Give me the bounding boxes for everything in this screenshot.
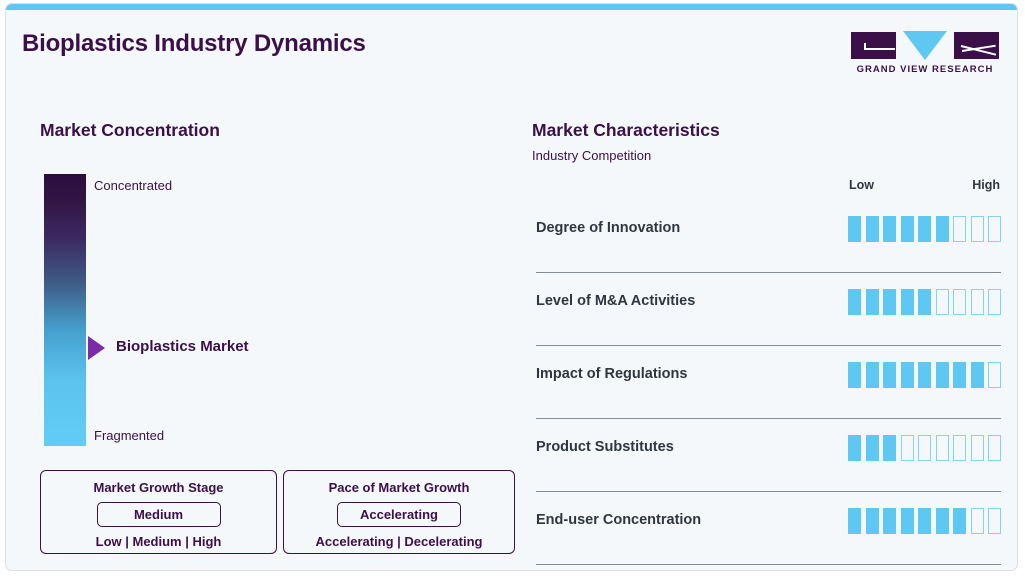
characteristic-meter	[848, 362, 1001, 388]
market-concentration-title: Market Concentration	[40, 120, 220, 140]
scale-bottom-label: Fragmented	[94, 428, 165, 443]
meter-segment-empty	[970, 289, 984, 315]
meter-segment-filled	[935, 216, 949, 242]
meter-segment-filled	[865, 435, 879, 461]
logo-text: GRAND VIEW RESEARCH	[856, 64, 994, 75]
meter-segment-empty	[953, 289, 966, 315]
characteristic-meter	[848, 289, 1001, 315]
infographic-card: Bioplastics Industry Dynamics GRAND VIEW…	[5, 3, 1018, 571]
meter-segment-empty	[988, 362, 1001, 388]
meter-segment-filled	[953, 362, 966, 388]
page-title: Bioplastics Industry Dynamics	[22, 30, 366, 57]
meter-segment-filled	[918, 508, 931, 534]
meter-segment-filled	[865, 508, 879, 534]
market-growth-stage-heading: Market Growth Stage	[93, 480, 224, 495]
characteristic-meter	[848, 435, 1001, 461]
characteristic-row: Level of M&A Activities	[536, 273, 1001, 346]
meter-segment-filled	[865, 362, 879, 388]
meter-segment-filled	[900, 289, 914, 315]
meter-segment-filled	[918, 289, 931, 315]
meter-segment-filled	[883, 289, 896, 315]
meter-segment-empty	[935, 289, 949, 315]
characteristic-label: Level of M&A Activities	[536, 293, 696, 309]
market-characteristics-subtitle: Industry Competition	[532, 148, 652, 163]
meter-segment-filled	[848, 362, 861, 388]
logo-marks	[851, 30, 999, 60]
pace-of-market-growth-box: Pace of Market Growth Accelerating Accel…	[283, 470, 515, 554]
scale-low-label: Low	[849, 178, 874, 192]
market-position-arrow-icon	[88, 336, 105, 361]
market-growth-stage-options: Low | Medium | High	[95, 534, 222, 549]
meter-segment-filled	[953, 508, 966, 534]
characteristic-meter	[848, 508, 1001, 534]
meter-segment-filled	[848, 435, 861, 461]
logo-left-block-icon	[851, 31, 896, 59]
meter-segment-filled	[848, 289, 861, 315]
meter-segment-empty	[988, 435, 1001, 461]
meter-segment-filled	[918, 216, 931, 242]
market-growth-stage-box: Market Growth Stage Medium Low | Medium …	[40, 470, 277, 554]
logo-triangle-icon	[903, 30, 947, 60]
meter-scale-headers: Low High	[849, 178, 1000, 192]
pace-of-market-growth-value: Accelerating	[337, 502, 461, 527]
meter-segment-filled	[970, 362, 984, 388]
meter-segment-filled	[900, 362, 914, 388]
market-growth-stage-value: Medium	[96, 502, 221, 527]
meter-segment-filled	[865, 216, 879, 242]
meter-segment-filled	[935, 508, 949, 534]
meter-segment-empty	[988, 508, 1001, 534]
meter-segment-empty	[953, 435, 966, 461]
meter-segment-empty	[970, 216, 984, 242]
concentration-gradient-scale	[44, 174, 86, 446]
logo-right-block-icon	[954, 31, 999, 59]
meter-segment-filled	[883, 508, 896, 534]
market-position-label: Bioplastics Market	[116, 338, 249, 356]
meter-segment-filled	[883, 216, 896, 242]
pace-of-market-growth-options: Accelerating | Decelerating	[315, 534, 483, 549]
scale-top-label: Concentrated	[94, 178, 173, 193]
meter-segment-filled	[883, 435, 896, 461]
meter-segment-empty	[970, 508, 984, 534]
characteristic-label: Degree of Innovation	[536, 220, 681, 236]
meter-segment-filled	[865, 289, 879, 315]
characteristic-label: End-user Concentration	[536, 512, 702, 528]
meter-segment-filled	[883, 362, 896, 388]
characteristic-label: Product Substitutes	[536, 439, 674, 455]
scale-high-label: High	[972, 178, 1000, 192]
meter-segment-empty	[900, 435, 914, 461]
meter-segment-empty	[970, 435, 984, 461]
characteristic-meter	[848, 216, 1001, 242]
meter-segment-filled	[935, 362, 949, 388]
meter-segment-empty	[953, 216, 966, 242]
market-characteristics-title: Market Characteristics	[532, 120, 720, 140]
meter-segment-filled	[918, 362, 931, 388]
meter-segment-empty	[988, 216, 1001, 242]
pace-of-market-growth-heading: Pace of Market Growth	[328, 480, 470, 495]
characteristic-row: Product Substitutes	[536, 419, 1001, 492]
meter-segment-filled	[848, 216, 861, 242]
meter-segment-empty	[918, 435, 931, 461]
meter-segment-filled	[848, 508, 861, 534]
grand-view-research-logo: GRAND VIEW RESEARCH	[851, 30, 999, 75]
characteristic-row: End-user Concentration	[536, 492, 1001, 565]
characteristic-label: Impact of Regulations	[536, 366, 688, 382]
characteristic-row: Degree of Innovation	[536, 200, 1001, 273]
characteristics-rows: Degree of Innovation Level of M&A Activit…	[536, 200, 1001, 565]
meter-segment-filled	[900, 216, 914, 242]
meter-segment-empty	[935, 435, 949, 461]
top-accent-bar	[6, 4, 1017, 10]
meter-segment-filled	[900, 508, 914, 534]
characteristic-row: Impact of Regulations	[536, 346, 1001, 419]
meter-segment-empty	[988, 289, 1001, 315]
